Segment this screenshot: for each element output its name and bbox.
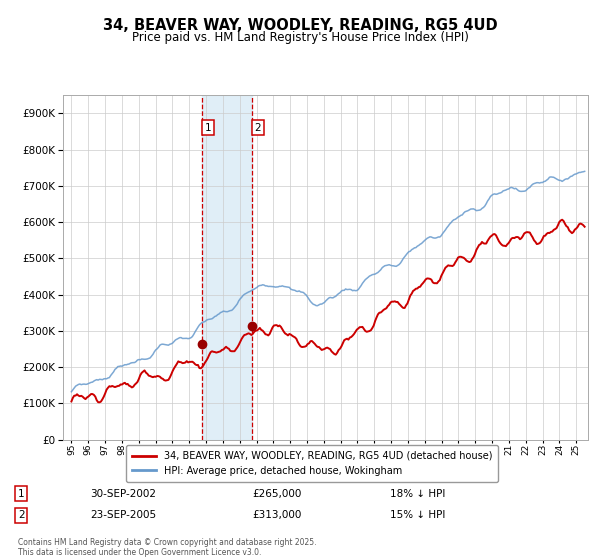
- Legend: 34, BEAVER WAY, WOODLEY, READING, RG5 4UD (detached house), HPI: Average price, : 34, BEAVER WAY, WOODLEY, READING, RG5 4U…: [126, 445, 498, 482]
- Text: £265,000: £265,000: [252, 489, 301, 499]
- Text: 1: 1: [18, 489, 25, 499]
- Text: 15% ↓ HPI: 15% ↓ HPI: [390, 510, 445, 520]
- Text: 1: 1: [205, 123, 211, 133]
- Text: Price paid vs. HM Land Registry's House Price Index (HPI): Price paid vs. HM Land Registry's House …: [131, 31, 469, 44]
- Text: 2: 2: [18, 510, 25, 520]
- Text: Contains HM Land Registry data © Crown copyright and database right 2025.
This d: Contains HM Land Registry data © Crown c…: [18, 538, 317, 557]
- Bar: [202, 95, 252, 440]
- Text: 18% ↓ HPI: 18% ↓ HPI: [390, 489, 445, 499]
- Text: 34, BEAVER WAY, WOODLEY, READING, RG5 4UD: 34, BEAVER WAY, WOODLEY, READING, RG5 4U…: [103, 18, 497, 33]
- Text: 30-SEP-2002: 30-SEP-2002: [90, 489, 156, 499]
- Text: 2: 2: [254, 123, 261, 133]
- Text: £313,000: £313,000: [252, 510, 301, 520]
- Text: 23-SEP-2005: 23-SEP-2005: [90, 510, 156, 520]
